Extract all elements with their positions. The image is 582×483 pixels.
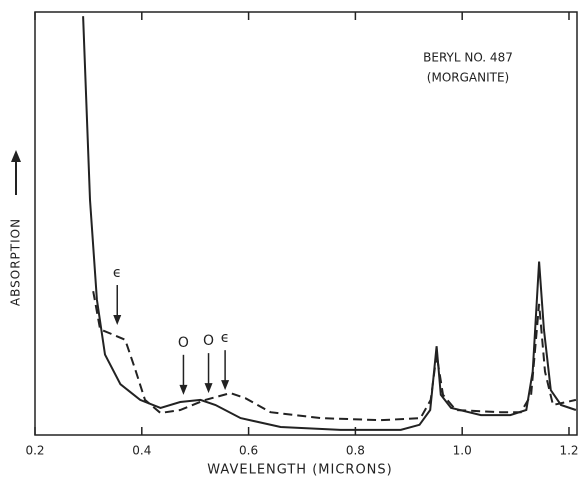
annotation-label: ϵ — [113, 265, 122, 281]
y-axis-label: ABSORPTION — [9, 218, 23, 306]
annotation-arrowhead — [179, 384, 188, 395]
x-tick-label: 0.2 — [25, 444, 44, 458]
line — [92, 291, 577, 422]
x-tick-label: 1.2 — [559, 444, 578, 458]
line — [82, 16, 577, 431]
annotation-label: O — [203, 333, 214, 349]
annotation-arrowhead — [204, 383, 213, 394]
annotation-arrowhead — [113, 315, 122, 326]
plot-frame — [34, 11, 578, 436]
annotation: BERYL NO. 487 — [423, 51, 513, 65]
annotation-arrowhead — [221, 380, 230, 391]
annotation-label: O — [178, 335, 189, 351]
x-axis-label: WAVELENGTH (MICRONS) — [207, 463, 392, 478]
annotation: (MORGANITE) — [427, 71, 509, 85]
y-label-arrow — [11, 150, 21, 195]
x-tick-label: 1.0 — [453, 444, 472, 458]
x-tick-label: 0.4 — [132, 444, 151, 458]
x-tick-label: 0.8 — [346, 444, 365, 458]
annotation-label: ϵ — [221, 330, 230, 346]
x-tick-label: 0.6 — [239, 444, 258, 458]
